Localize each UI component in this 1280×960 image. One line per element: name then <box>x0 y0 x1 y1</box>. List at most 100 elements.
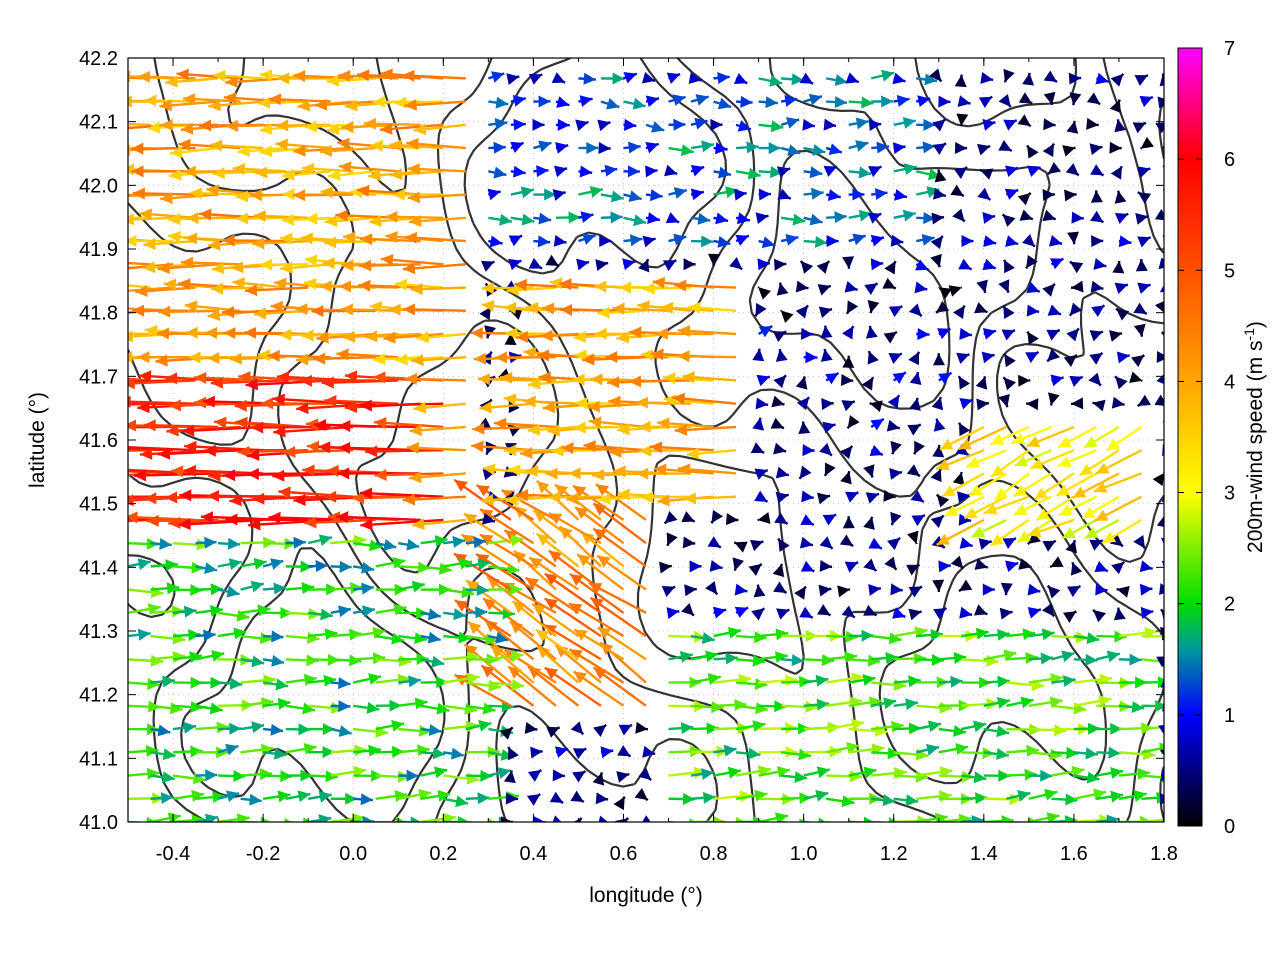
wind-vector <box>893 794 919 807</box>
wind-vector <box>776 282 789 296</box>
wind-vector <box>484 325 496 339</box>
wind-vector <box>1065 539 1077 554</box>
wind-vector <box>705 581 719 596</box>
wind-vector <box>213 69 264 82</box>
wind-vector <box>1021 234 1036 248</box>
wind-vector <box>1090 190 1103 203</box>
wind-vector <box>1019 209 1034 221</box>
wind-vector <box>930 468 942 483</box>
wind-vector <box>195 604 223 617</box>
wind-vector <box>779 309 794 323</box>
wind-vector <box>1064 189 1077 202</box>
wind-vector <box>750 539 764 552</box>
wind-vector <box>893 770 929 783</box>
wind-vector <box>404 372 466 385</box>
wind-vector <box>285 790 311 803</box>
wind-vector <box>406 137 466 150</box>
wind-vector <box>555 211 581 224</box>
wind-vector <box>554 644 602 684</box>
wind-vector <box>1042 209 1057 222</box>
wind-vector <box>773 442 787 455</box>
wind-vector <box>1066 120 1079 134</box>
wind-vector <box>1091 304 1106 318</box>
wind-vector <box>966 449 1007 468</box>
wind-vector <box>1102 518 1143 544</box>
wind-vector <box>757 512 771 524</box>
wind-vector <box>262 678 289 691</box>
wind-vector <box>732 557 745 571</box>
wind-vector <box>1083 425 1120 449</box>
wind-vector <box>443 586 475 599</box>
wind-vector <box>150 748 176 761</box>
wind-vector <box>533 95 551 108</box>
wind-vector <box>481 260 495 272</box>
wind-vector <box>758 74 783 87</box>
wind-vector <box>128 767 160 780</box>
wind-vector <box>974 558 989 570</box>
wind-vector <box>1109 99 1121 113</box>
wind-vector <box>595 259 609 271</box>
wind-vector <box>642 745 656 758</box>
wind-vector <box>998 140 1013 152</box>
wind-vector <box>958 513 972 526</box>
wind-vector <box>150 537 172 550</box>
wind-vector <box>385 210 444 223</box>
wind-vector <box>911 514 926 527</box>
wind-vector <box>1028 788 1058 801</box>
wind-vector <box>488 96 509 109</box>
wind-vector <box>820 348 833 362</box>
wind-vector <box>983 495 1030 515</box>
wind-vector <box>803 144 826 156</box>
wind-vector <box>1118 790 1147 802</box>
wind-vector <box>1092 399 1106 412</box>
wind-vector <box>825 742 860 754</box>
wind-vector <box>713 652 738 665</box>
wind-vector <box>916 628 943 641</box>
wind-vector <box>217 585 240 598</box>
wind-vector <box>848 166 872 179</box>
wind-vector <box>531 602 580 638</box>
wind-vector <box>268 93 331 106</box>
wind-vector <box>1047 304 1062 316</box>
wind-vector <box>1163 188 1164 196</box>
wind-vector <box>908 585 923 598</box>
wind-vector <box>848 674 876 686</box>
wind-vector <box>645 95 660 108</box>
wind-vector <box>953 166 968 179</box>
wind-vector <box>159 99 219 112</box>
wind-vector <box>1061 518 1098 540</box>
wind-vector <box>890 583 903 596</box>
wind-vector <box>839 445 854 460</box>
wind-vector <box>307 790 332 803</box>
wind-vector <box>736 95 753 108</box>
wind-vector <box>1065 163 1080 177</box>
wind-vector <box>775 348 788 362</box>
wind-vector <box>1067 231 1080 245</box>
wind-vector <box>848 117 869 130</box>
wind-vector <box>214 416 286 429</box>
wind-vector <box>1028 724 1067 737</box>
wind-vector <box>307 814 332 822</box>
wind-vector <box>1132 121 1147 134</box>
wind-vector <box>817 284 832 296</box>
wind-vector <box>690 768 715 780</box>
wind-vector <box>752 348 765 362</box>
wind-vector <box>883 489 896 502</box>
wind-vector <box>128 264 129 266</box>
wind-vector <box>1158 725 1164 735</box>
wind-vector <box>407 191 466 204</box>
wind-vector <box>528 257 543 270</box>
wind-vector <box>982 583 995 596</box>
wind-vector <box>803 93 823 106</box>
y-tick-label: 41.8 <box>79 303 118 325</box>
wind-vector <box>864 282 879 295</box>
wind-vector <box>803 766 831 779</box>
wind-vector <box>330 560 352 573</box>
wind-vector <box>818 306 833 319</box>
wind-vector <box>983 628 1010 641</box>
wind-vector <box>523 395 579 408</box>
wind-vector <box>128 678 160 691</box>
wind-vector <box>484 619 535 661</box>
wind-vector <box>733 541 748 553</box>
wind-vector <box>982 119 996 131</box>
